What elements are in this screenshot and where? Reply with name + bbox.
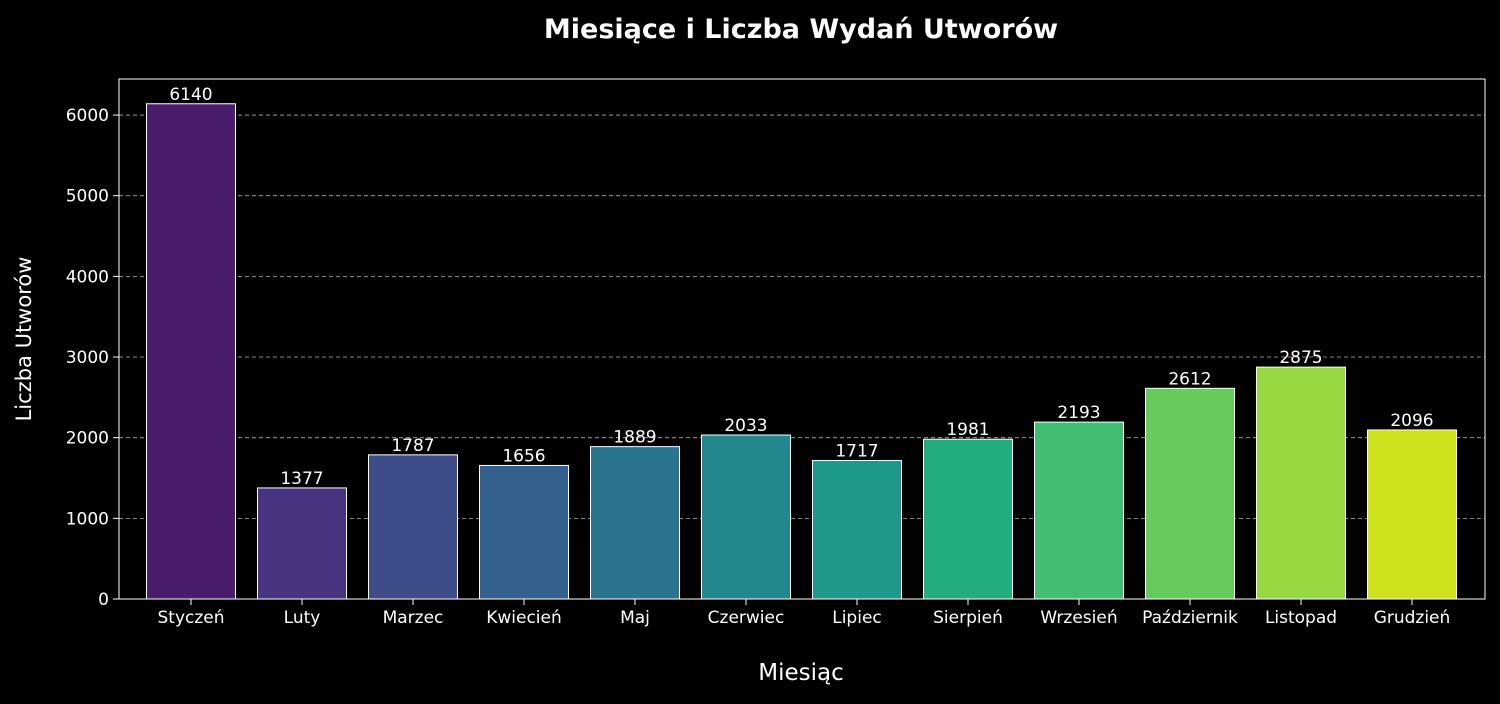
x-tick-label: Czerwiec (708, 608, 785, 628)
bar (923, 438, 1013, 600)
x-tick-label: Listopad (1265, 608, 1337, 628)
bar (146, 103, 236, 600)
bar-value-label: 1787 (391, 436, 434, 456)
plot-frame (118, 78, 1486, 600)
y-tick-label: 3000 (66, 348, 109, 368)
x-tick-label: Kwiecień (486, 608, 562, 628)
bar-value-label: 2096 (1390, 411, 1433, 431)
y-axis-ticks: 0 1000 2000 3000 4000 5000 6000 (66, 106, 119, 610)
y-tick-label: 4000 (66, 267, 109, 287)
bar (701, 434, 791, 600)
bars (146, 103, 1457, 600)
y-tick-label: 2000 (66, 429, 109, 449)
y-tick-label: 6000 (66, 106, 109, 126)
bar-value-label: 2193 (1057, 403, 1100, 423)
x-tick-label: Grudzień (1374, 608, 1451, 628)
bar (368, 454, 458, 600)
bar-value-labels: 6140 1377 1787 1656 1889 2033 1717 1981 2193 2612… (169, 85, 1433, 489)
x-tick-label: Lipiec (832, 608, 882, 628)
bar (1367, 429, 1457, 600)
x-tick-label: Styczeń (157, 608, 224, 628)
x-tick-label: Luty (284, 608, 321, 628)
bar-value-label: 2875 (1279, 348, 1322, 368)
x-tick-label: Październik (1142, 608, 1238, 628)
bar (1034, 421, 1124, 600)
bar (590, 446, 680, 600)
x-tick-label: Marzec (383, 608, 444, 628)
x-tick-label: Wrzesień (1040, 608, 1117, 628)
x-axis-label: Miesiąc (758, 660, 844, 686)
bar-value-label: 6140 (169, 85, 212, 105)
y-tick-label: 5000 (66, 187, 109, 207)
bar-value-label: 2612 (1168, 369, 1211, 389)
x-tick-label: Sierpień (933, 608, 1003, 628)
bar (1256, 366, 1346, 600)
bar-value-label: 1717 (835, 442, 878, 462)
bar (812, 460, 902, 600)
chart-title: Miesiące i Liczba Wydań Utworów (544, 14, 1058, 45)
bar (257, 487, 347, 600)
y-tick-label: 0 (98, 590, 109, 610)
bar-value-label: 1981 (946, 420, 989, 440)
bar-value-label: 1377 (280, 469, 323, 489)
x-tick-label: Maj (620, 608, 650, 628)
bar-value-label: 1656 (502, 446, 545, 466)
bar (479, 464, 569, 600)
bar (1145, 387, 1235, 600)
x-axis-ticks: Styczeń Luty Marzec Kwiecień Maj Czerwiec Lipi… (157, 599, 1450, 628)
bar-value-label: 1889 (613, 428, 656, 448)
bar-value-label: 2033 (724, 416, 767, 436)
y-axis-label: Liczba Utworów (12, 257, 36, 422)
y-tick-label: 1000 (66, 509, 109, 529)
